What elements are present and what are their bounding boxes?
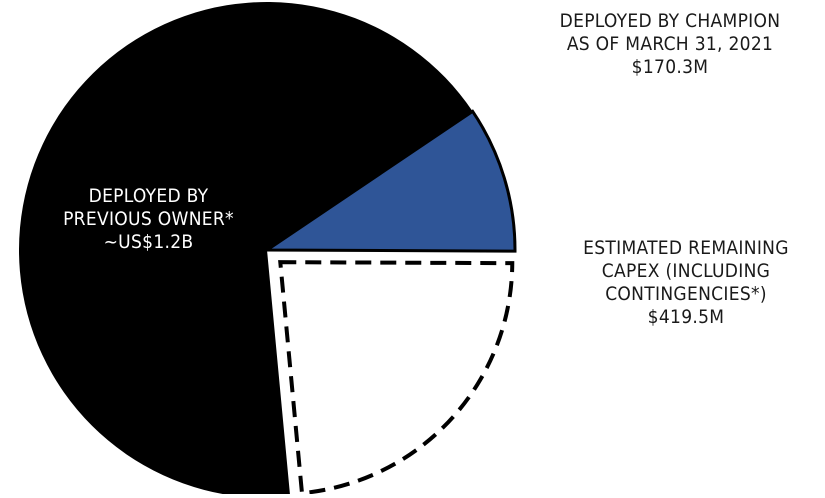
remaining-capex-label-line-1: ESTIMATED REMAINING [583,237,789,259]
previous-owner-label: DEPLOYED BY PREVIOUS OWNER* ~US$1.2B [36,185,261,254]
remaining-capex-slice [278,260,515,496]
remaining-capex-label: ESTIMATED REMAINING CAPEX (INCLUDING CON… [556,237,816,329]
previous-owner-label-line-1: DEPLOYED BY [88,185,209,207]
previous-owner-slice [19,2,473,498]
remaining-capex-label-line-4: $419.5M [647,306,725,328]
champion-slice [262,109,517,253]
champion-label: DEPLOYED BY CHAMPION AS OF MARCH 31, 202… [520,10,820,79]
previous-owner-label-line-2: PREVIOUS OWNER* [63,208,234,230]
previous-owner-label-line-3: ~US$1.2B [103,231,194,253]
champion-label-line-3: $170.3M [631,56,709,78]
remaining-capex-label-line-3: CONTINGENCIES*) [605,283,767,305]
remaining-capex-label-line-2: CAPEX (INCLUDING [601,260,771,282]
champion-label-line-1: DEPLOYED BY CHAMPION [559,10,781,32]
champion-label-line-2: AS OF MARCH 31, 2021 [566,33,774,55]
